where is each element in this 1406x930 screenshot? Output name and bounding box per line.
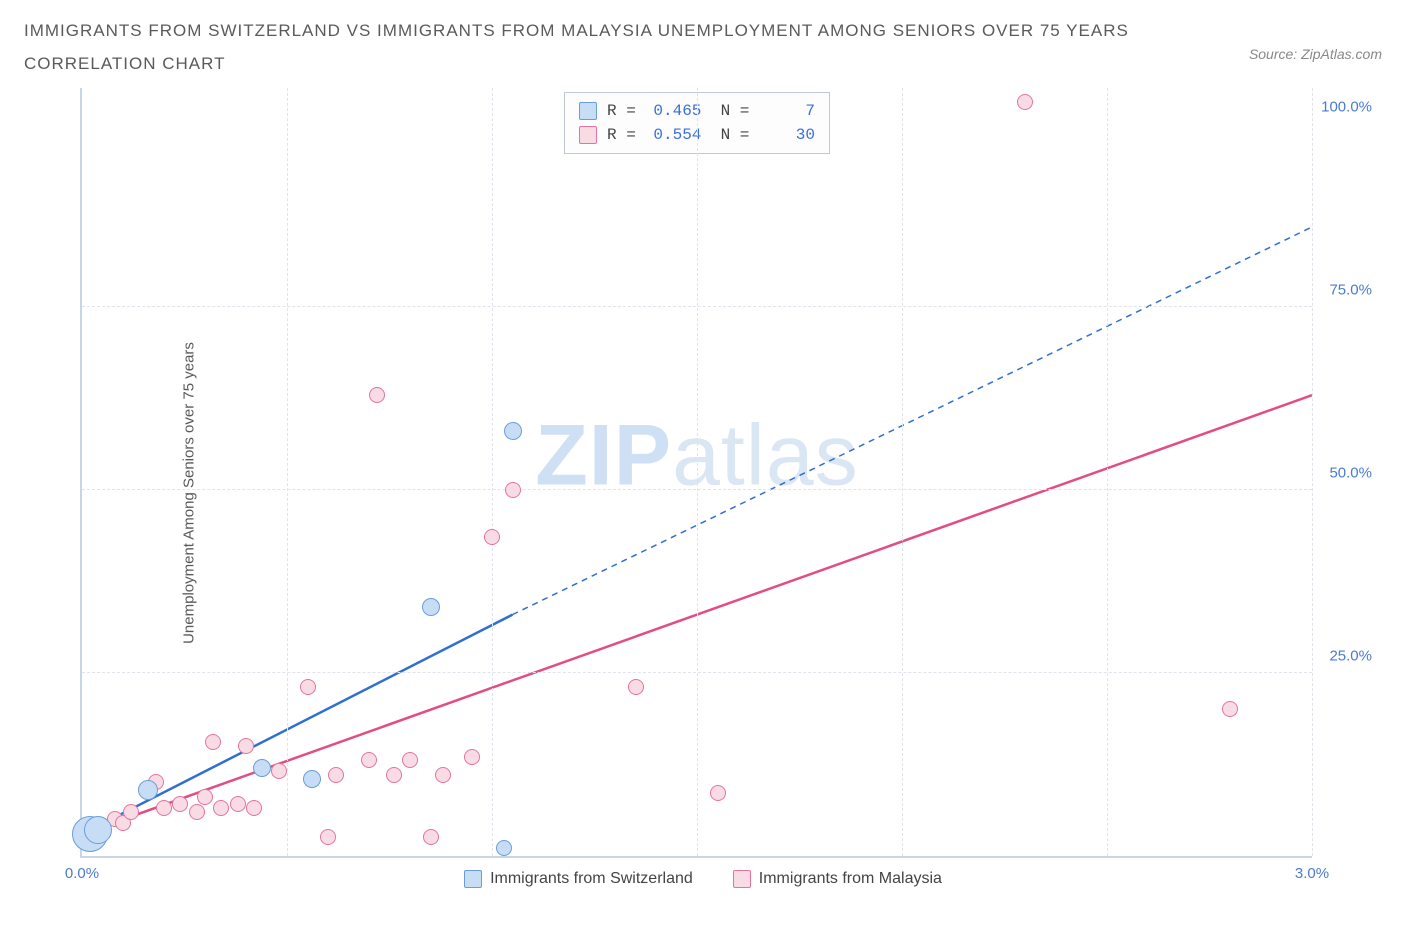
data-point-malaysia	[628, 679, 644, 695]
data-point-switzerland	[303, 770, 321, 788]
legend-label-malaysia: Immigrants from Malaysia	[759, 870, 942, 888]
data-point-malaysia	[205, 734, 221, 750]
data-point-malaysia	[238, 738, 254, 754]
data-point-malaysia	[402, 752, 418, 768]
y-tick: 75.0%	[1329, 281, 1372, 298]
plot-area: ZIPatlas R = 0.465 N = 7 R = 0.554 N = 3…	[80, 88, 1312, 858]
data-point-switzerland	[253, 759, 271, 777]
data-point-malaysia	[369, 387, 385, 403]
swatch-malaysia	[579, 126, 597, 144]
page-title: IMMIGRANTS FROM SWITZERLAND VS IMMIGRANT…	[24, 18, 1129, 44]
data-point-malaysia	[156, 800, 172, 816]
legend-label-switzerland: Immigrants from Switzerland	[490, 870, 693, 888]
data-point-switzerland	[422, 598, 440, 616]
y-tick: 25.0%	[1329, 647, 1372, 664]
correlation-chart: Unemployment Among Seniors over 75 years…	[24, 88, 1382, 898]
data-point-malaysia	[423, 829, 439, 845]
source-text: Source: ZipAtlas.com	[1249, 46, 1382, 62]
data-point-malaysia	[1222, 701, 1238, 717]
data-point-malaysia	[464, 749, 480, 765]
data-point-malaysia	[710, 785, 726, 801]
data-point-malaysia	[484, 529, 500, 545]
data-point-malaysia	[386, 767, 402, 783]
legend-swatch-malaysia	[733, 870, 751, 888]
data-point-malaysia	[320, 829, 336, 845]
data-point-malaysia	[189, 804, 205, 820]
data-point-switzerland	[84, 816, 112, 844]
y-tick: 100.0%	[1321, 99, 1372, 116]
swatch-switzerland	[579, 102, 597, 120]
data-point-malaysia	[246, 800, 262, 816]
data-point-malaysia	[271, 763, 287, 779]
data-point-malaysia	[435, 767, 451, 783]
data-point-malaysia	[197, 789, 213, 805]
series-legend: Immigrants from Switzerland Immigrants f…	[24, 870, 1382, 888]
data-point-switzerland	[504, 422, 522, 440]
data-point-malaysia	[1017, 94, 1033, 110]
legend-swatch-switzerland	[464, 870, 482, 888]
data-point-malaysia	[328, 767, 344, 783]
data-point-malaysia	[213, 800, 229, 816]
page-subtitle: CORRELATION CHART	[24, 54, 1129, 74]
data-point-malaysia	[300, 679, 316, 695]
data-point-switzerland	[138, 780, 158, 800]
data-point-malaysia	[123, 804, 139, 820]
data-point-malaysia	[505, 482, 521, 498]
data-point-switzerland	[496, 840, 512, 856]
y-tick: 50.0%	[1329, 464, 1372, 481]
data-point-malaysia	[230, 796, 246, 812]
data-point-malaysia	[361, 752, 377, 768]
data-point-malaysia	[172, 796, 188, 812]
